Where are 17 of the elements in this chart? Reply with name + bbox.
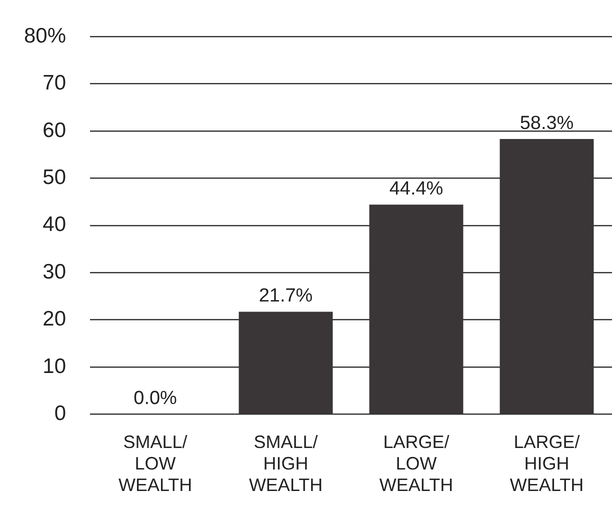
y-tick-label: 50 bbox=[42, 166, 66, 189]
data-label: 44.4% bbox=[389, 178, 444, 200]
data-label: 58.3% bbox=[520, 112, 574, 134]
x-tick-label: SMALL/ HIGH WEALTH bbox=[248, 432, 323, 496]
y-tick-label: 70 bbox=[42, 72, 66, 95]
y-tick-label: 20 bbox=[42, 308, 66, 331]
data-label: 21.7% bbox=[258, 286, 313, 307]
y-tick-label: 10 bbox=[42, 354, 66, 378]
y-tick-label: 60 bbox=[42, 118, 66, 142]
x-tick-label: LARGE/ LOW WEALTH bbox=[379, 432, 454, 496]
x-tick-label: SMALL/ LOW WEALTH bbox=[118, 432, 192, 496]
y-tick-label: 30 bbox=[42, 260, 66, 284]
y-tick-label: 80% bbox=[24, 24, 66, 48]
y-tick-label: 40 bbox=[42, 213, 66, 236]
x-tick-label: LARGE/ HIGH WEALTH bbox=[510, 432, 584, 496]
data-label: 0.0% bbox=[134, 388, 178, 409]
y-tick-label: 0 bbox=[54, 402, 66, 425]
